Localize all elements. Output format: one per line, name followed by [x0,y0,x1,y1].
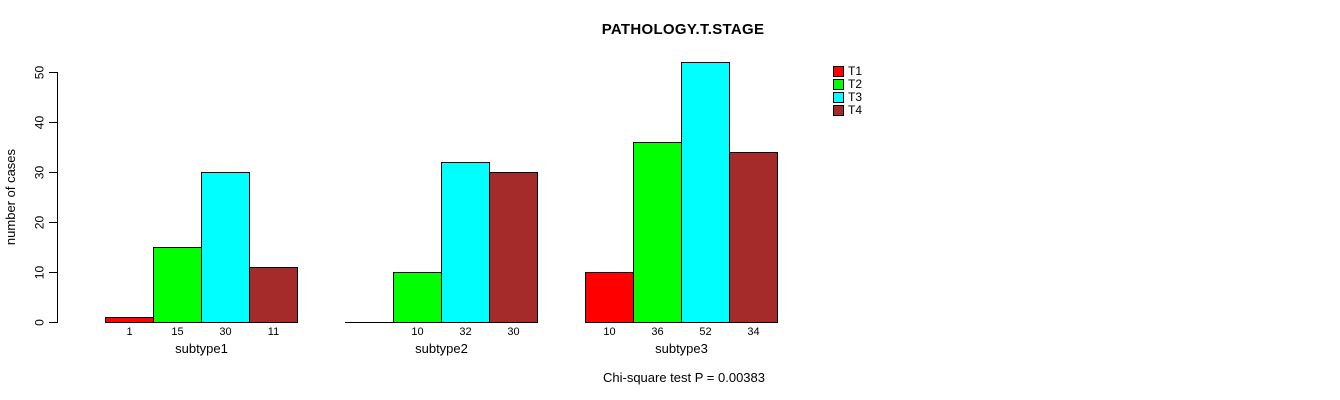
y-axis-line [57,72,58,323]
bar-value-label: 10 [603,326,616,338]
category-label-subtype1: subtype1 [175,341,228,356]
y-tick [49,322,57,323]
y-tick [49,122,57,123]
bar-T2-subtype1 [153,247,202,323]
legend-label-T2: T2 [848,77,863,91]
bar-T1-subtype3 [585,272,634,323]
y-tick-label: 30 [32,165,47,180]
bar-value-label: 52 [699,326,712,338]
legend-label-T3: T3 [848,90,863,104]
bar-value-label: 32 [459,326,472,338]
y-axis-label: number of cases [3,148,18,246]
legend-swatch-T4 [833,105,844,116]
y-tick [49,222,57,223]
chart-title: PATHOLOGY.T.STAGE [601,21,765,38]
bar-T4-subtype3 [729,152,778,323]
legend-label-T4: T4 [848,103,863,117]
bar-T2-subtype2 [393,272,442,323]
bar-T2-subtype3 [633,142,682,323]
y-tick-label: 10 [32,265,47,280]
bar-value-label: 10 [411,326,424,338]
bar-value-label: 30 [219,326,232,338]
y-tick-label: 20 [32,215,47,230]
chi-square-annotation: Chi-square test P = 0.00383 [602,370,765,385]
bar-value-label: 36 [651,326,664,338]
legend-label-T1: T1 [848,64,863,78]
bar-value-label: 11 [267,326,280,338]
y-tick-label: 50 [32,65,47,80]
category-label-subtype3: subtype3 [655,341,708,356]
bar-T3-subtype2 [441,162,490,323]
bar-T4-subtype1 [249,267,298,323]
y-tick-label: 40 [32,115,47,130]
legend-swatch-T2 [833,79,844,90]
bar-value-label: 30 [507,326,520,338]
y-tick [49,272,57,273]
bar-T4-subtype2 [489,172,538,323]
y-tick [49,72,57,73]
bar-T1-subtype1 [105,317,154,323]
bar-value-label: 15 [171,326,184,338]
bar-T3-subtype1 [201,172,250,323]
bar-T3-subtype3 [681,62,730,323]
legend-swatch-T1 [833,66,844,77]
bar-value-label: 1 [126,326,133,338]
y-tick [49,172,57,173]
y-tick-label: 0 [32,319,47,326]
category-label-subtype2: subtype2 [415,341,468,356]
bar-value-label: 34 [747,326,760,338]
legend-swatch-T3 [833,92,844,103]
